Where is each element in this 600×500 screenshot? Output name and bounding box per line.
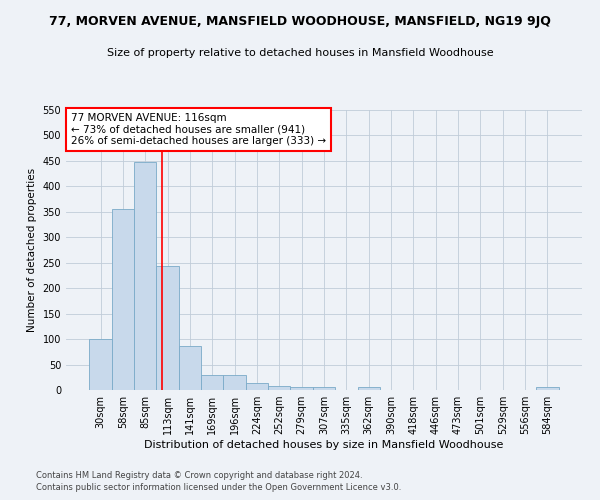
Bar bbox=[179, 346, 201, 390]
Text: Contains HM Land Registry data © Crown copyright and database right 2024.: Contains HM Land Registry data © Crown c… bbox=[36, 471, 362, 480]
Bar bbox=[268, 386, 290, 390]
Bar bbox=[536, 388, 559, 390]
Bar bbox=[134, 162, 157, 390]
Bar bbox=[157, 266, 179, 390]
Text: 77, MORVEN AVENUE, MANSFIELD WOODHOUSE, MANSFIELD, NG19 9JQ: 77, MORVEN AVENUE, MANSFIELD WOODHOUSE, … bbox=[49, 15, 551, 28]
Bar bbox=[112, 210, 134, 390]
X-axis label: Distribution of detached houses by size in Mansfield Woodhouse: Distribution of detached houses by size … bbox=[145, 440, 503, 450]
Text: Size of property relative to detached houses in Mansfield Woodhouse: Size of property relative to detached ho… bbox=[107, 48, 493, 58]
Bar bbox=[223, 374, 246, 390]
Bar bbox=[246, 384, 268, 390]
Bar bbox=[358, 388, 380, 390]
Bar bbox=[89, 339, 112, 390]
Bar bbox=[201, 374, 223, 390]
Bar bbox=[313, 388, 335, 390]
Text: 77 MORVEN AVENUE: 116sqm
← 73% of detached houses are smaller (941)
26% of semi-: 77 MORVEN AVENUE: 116sqm ← 73% of detach… bbox=[71, 113, 326, 146]
Y-axis label: Number of detached properties: Number of detached properties bbox=[27, 168, 37, 332]
Bar bbox=[290, 388, 313, 390]
Text: Contains public sector information licensed under the Open Government Licence v3: Contains public sector information licen… bbox=[36, 484, 401, 492]
